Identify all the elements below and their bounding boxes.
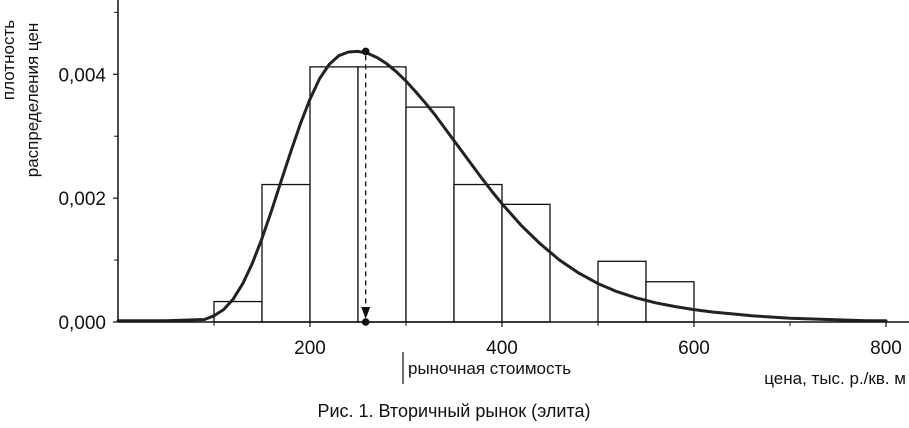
x-axis-label: цена, тыс. р./кв. м: [764, 369, 906, 388]
y-tick-label: 0,000: [58, 313, 106, 334]
histogram-bar: [261, 183, 311, 323]
x-tick-label: 400: [486, 338, 518, 359]
density-curve: [116, 49, 888, 323]
base-point: [361, 318, 370, 326]
x-tick-label: 600: [678, 338, 710, 359]
histogram-bars: [213, 66, 695, 323]
histogram-bar: [501, 203, 551, 323]
market-value-marker: [361, 47, 404, 384]
market-value-label: рыночная стоимость: [408, 359, 571, 378]
arrow-head: [361, 307, 371, 319]
axis-ticks: 200 400 600 800 0,000 0,002 0,004: [58, 11, 902, 359]
density-curve-layer: [116, 49, 888, 323]
chart-axes: [117, 0, 909, 323]
peak-point: [361, 47, 370, 56]
x-tick-label: 200: [294, 338, 326, 359]
histogram-bar: [405, 106, 455, 323]
x-tick-label: 800: [870, 338, 902, 359]
y-axis-label-line2: распределения цен: [23, 23, 42, 178]
figure-caption: Рис. 1. Вторичный рынок (элита): [317, 401, 590, 421]
y-tick-label: 0,002: [58, 189, 106, 210]
histogram-bar: [309, 66, 359, 323]
y-tick-label: 0,004: [58, 65, 106, 86]
histogram-bar: [453, 183, 503, 323]
y-axis-label-line1: плотность: [0, 20, 18, 100]
histogram-bar: [597, 260, 647, 323]
